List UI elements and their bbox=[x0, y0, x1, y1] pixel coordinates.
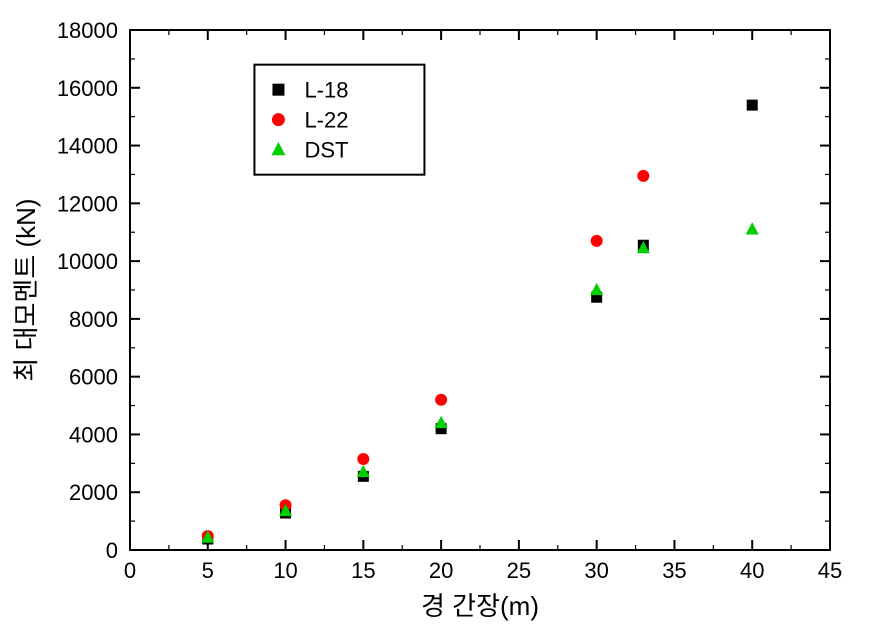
series-DST bbox=[201, 222, 758, 543]
y-tick-label: 10000 bbox=[57, 249, 118, 274]
y-axis-title: 최 대모멘트 (kN) bbox=[11, 198, 41, 381]
y-tick-label: 18000 bbox=[57, 18, 118, 43]
legend: L-18 L-22 DST bbox=[254, 65, 424, 175]
y-tick-label: 14000 bbox=[57, 134, 118, 159]
y-tick-label: 12000 bbox=[57, 191, 118, 216]
series-L18 bbox=[202, 100, 757, 545]
x-tick-label: 45 bbox=[818, 558, 842, 583]
x-tick-label: 40 bbox=[740, 558, 764, 583]
y-tick-label: 8000 bbox=[69, 307, 118, 332]
y-tick-label: 6000 bbox=[69, 365, 118, 390]
legend-label-DST: DST bbox=[304, 138, 348, 163]
x-tick-label: 30 bbox=[584, 558, 608, 583]
x-tick-label: 5 bbox=[202, 558, 214, 583]
legend-label-L22: L-22 bbox=[304, 108, 348, 133]
x-tick-label: 20 bbox=[429, 558, 453, 583]
y-tick-label: 16000 bbox=[57, 76, 118, 101]
y-tick-label: 2000 bbox=[69, 480, 118, 505]
x-tick-label: 0 bbox=[124, 558, 136, 583]
x-tick-label: 15 bbox=[351, 558, 375, 583]
x-tick-label: 25 bbox=[507, 558, 531, 583]
chart-container: 0 5 10 15 20 25 30 35 40 45 0 2000 4000 6000 8000 10000… bbox=[0, 0, 884, 642]
y-tick-label: 0 bbox=[106, 538, 118, 563]
x-tick-label: 10 bbox=[273, 558, 297, 583]
scatter-chart: 0 5 10 15 20 25 30 35 40 45 0 2000 4000 6000 8000 10000… bbox=[0, 0, 884, 642]
y-tick-label: 4000 bbox=[69, 422, 118, 447]
x-axis-title: 경 간장(m) bbox=[421, 591, 539, 621]
legend-label-L18: L-18 bbox=[304, 78, 348, 103]
x-tick-label: 35 bbox=[662, 558, 686, 583]
series-L22 bbox=[202, 170, 650, 542]
